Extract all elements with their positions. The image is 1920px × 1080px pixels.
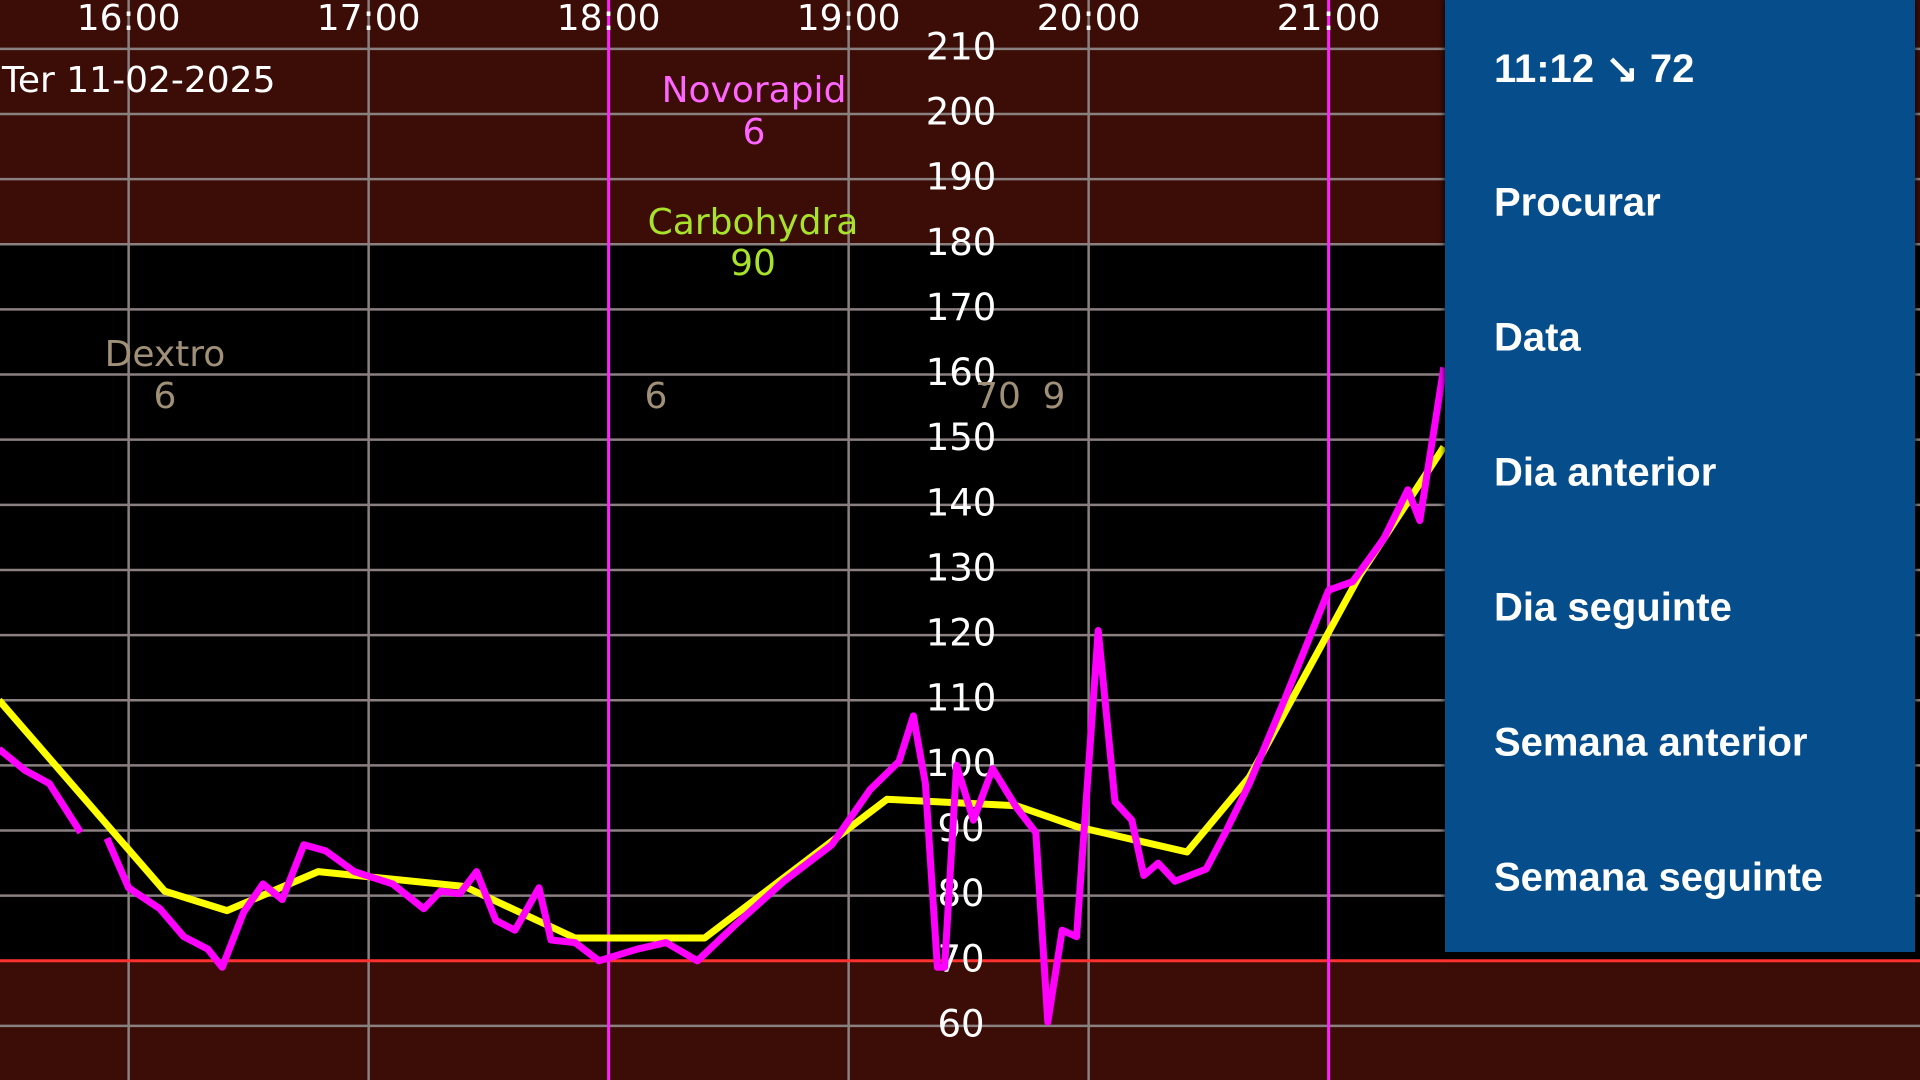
annotation: 6: [743, 112, 766, 153]
y-tick-label: 130: [926, 546, 997, 589]
date-label: Ter 11-02-2025: [1, 60, 275, 101]
y-tick-label: 150: [926, 416, 997, 459]
y-tick-label: 80: [937, 872, 984, 915]
x-tick-label: 19:00: [797, 0, 901, 39]
menu-item[interactable]: Dia seguinte: [1494, 585, 1732, 630]
y-tick-label: 200: [926, 90, 997, 133]
annotation: 90: [730, 243, 776, 284]
y-tick-label: 160: [926, 351, 997, 394]
annotation: Carbohydra: [648, 202, 859, 243]
y-tick-label: 110: [926, 677, 997, 720]
annotation: 9: [1043, 376, 1066, 417]
x-tick-label: 17:00: [317, 0, 421, 39]
y-tick-label: 120: [926, 612, 997, 655]
menu-title: 11:12 ↘ 72: [1494, 47, 1695, 91]
menu-item[interactable]: Procurar: [1494, 180, 1661, 225]
y-tick-label: 140: [926, 481, 997, 524]
menu-item[interactable]: Semana anterior: [1494, 720, 1808, 765]
menu: 11:12 ↘ 72 Procurar Data Dia anterior Dia s…: [1445, 0, 1915, 952]
x-tick-label: 16:00: [77, 0, 181, 39]
menu-item[interactable]: Semana seguinte: [1494, 855, 1824, 900]
x-tick-label: 18:00: [557, 0, 661, 39]
menu-item[interactable]: Data: [1494, 315, 1581, 360]
y-tick-label: 180: [926, 221, 997, 264]
y-tick-label: 170: [926, 286, 997, 329]
annotation: Dextro: [105, 334, 226, 375]
y-tick-label: 190: [926, 156, 997, 199]
annotation: 6: [645, 376, 668, 417]
x-tick-label: 20:00: [1037, 0, 1141, 39]
y-tick-label: 60: [937, 1002, 984, 1045]
menu-item[interactable]: Dia anterior: [1494, 450, 1717, 495]
y-tick-label: 210: [926, 25, 997, 68]
annotation: 70: [975, 376, 1021, 417]
data-line: [0, 366, 1448, 1026]
annotation: 6: [154, 376, 177, 417]
x-tick-label: 21:00: [1277, 0, 1381, 39]
annotation: Novorapid: [662, 70, 847, 111]
